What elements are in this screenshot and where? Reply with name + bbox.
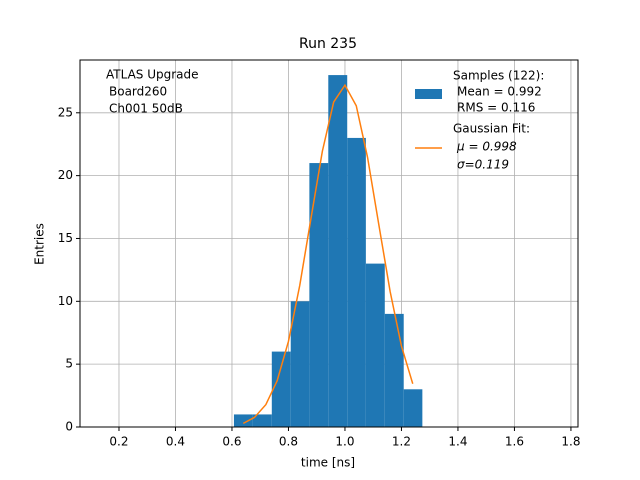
x-tick-label: 1.2 (392, 435, 411, 449)
bar (290, 301, 310, 427)
bar (384, 313, 404, 427)
chart-title: Run 235 (299, 36, 357, 52)
annotation: ATLAS Upgrade (106, 68, 199, 82)
bar (328, 75, 348, 428)
x-tick-label: 1.4 (448, 435, 467, 449)
plot-frame (79, 59, 579, 428)
y-tick-label: 10 (58, 294, 73, 308)
x-tick-label: 0.2 (109, 435, 128, 449)
bar (309, 163, 329, 427)
annotation: Ch001 50dB (109, 102, 183, 116)
x-tick-label: 0.8 (279, 435, 298, 449)
legend-label: Samples (122): (453, 69, 544, 83)
annotation: Board260 (109, 85, 167, 99)
bar (403, 389, 423, 427)
y-tick-label: 15 (58, 231, 73, 245)
bar (271, 351, 291, 427)
legend: Samples (122): Mean = 0.992 RMS = 0.116 Gau… (415, 69, 544, 172)
legend-label: Mean = 0.992 (457, 85, 542, 99)
x-tick-label: 1.0 (335, 435, 354, 449)
bar (365, 263, 385, 427)
bar (233, 414, 253, 427)
legend-label: RMS = 0.116 (457, 101, 535, 115)
x-tick-label: 1.8 (561, 435, 580, 449)
x-tick-label: 0.4 (166, 435, 185, 449)
x-tick-label: 0.6 (222, 435, 241, 449)
y-tick-label: 25 (58, 105, 73, 119)
legend-patch (415, 89, 442, 99)
y-tick-label: 0 (65, 420, 73, 434)
legend-label: σ=0.119 (457, 158, 509, 172)
legend-label: μ = 0.998 (456, 140, 517, 154)
y-axis-label: Entries (33, 223, 47, 265)
x-axis-label: time [ns] (301, 456, 355, 470)
bar (347, 137, 366, 427)
bar (252, 414, 272, 427)
fit-line (242, 83, 414, 425)
y-tick-label: 5 (65, 357, 73, 371)
y-tick-label: 20 (58, 168, 73, 182)
legend-label: Gaussian Fit: (453, 122, 530, 136)
x-tick-label: 1.6 (505, 435, 524, 449)
